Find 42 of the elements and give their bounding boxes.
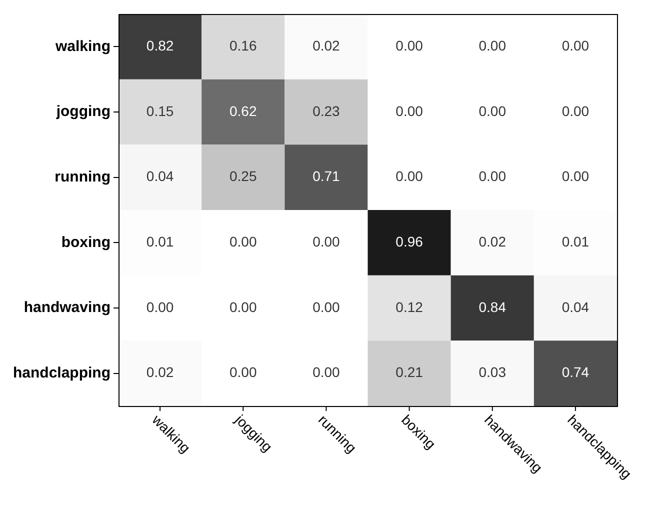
data-label: 0.04	[146, 168, 174, 184]
y-tick-label: running	[54, 168, 110, 186]
data-label: 0.96	[396, 234, 424, 250]
data-label: 0.23	[312, 102, 340, 119]
data-label: 0.00	[312, 364, 340, 380]
data-label: 0.00	[562, 168, 590, 184]
y-tick-label: boxing	[61, 234, 110, 251]
data-label: 0.62	[230, 102, 257, 119]
data-label: 0.00	[478, 102, 506, 119]
data-label: 0.00	[562, 38, 590, 54]
data-label: 0.00	[562, 102, 590, 119]
data-label: 0.21	[396, 364, 424, 380]
data-label: 0.74	[562, 364, 590, 380]
data-label: 0.00	[312, 234, 340, 250]
y-tick-label: handclapping	[13, 364, 110, 382]
data-label: 0.00	[230, 234, 257, 250]
y-tick-label: handwaving	[24, 299, 110, 316]
data-label: 0.00	[312, 298, 340, 315]
data-label: 0.12	[396, 298, 424, 315]
data-label: 0.16	[230, 38, 257, 54]
data-label: 0.02	[146, 364, 174, 380]
y-tick-label: jogging	[55, 103, 110, 120]
data-label: 0.71	[312, 168, 340, 184]
data-label: 0.00	[396, 102, 424, 119]
data-label: 0.01	[562, 234, 590, 250]
data-label: 0.00	[230, 364, 257, 380]
data-label: 0.00	[478, 168, 506, 184]
data-label: 0.00	[396, 168, 424, 184]
data-label: 0.00	[478, 38, 506, 54]
data-label: 0.01	[146, 234, 174, 250]
data-label: 0.82	[146, 38, 174, 54]
data-label: 0.00	[230, 298, 257, 315]
data-label: 0.02	[478, 234, 506, 250]
data-label: 0.02	[312, 38, 340, 54]
data-label: 0.03	[478, 364, 506, 380]
data-label: 0.15	[146, 102, 174, 119]
data-label: 0.04	[562, 298, 590, 315]
y-tick-label: walking	[54, 38, 110, 55]
data-label: 0.84	[478, 298, 506, 315]
data-label: 0.00	[146, 298, 174, 315]
data-label: 0.25	[230, 168, 257, 184]
data-label: 0.00	[396, 38, 424, 54]
